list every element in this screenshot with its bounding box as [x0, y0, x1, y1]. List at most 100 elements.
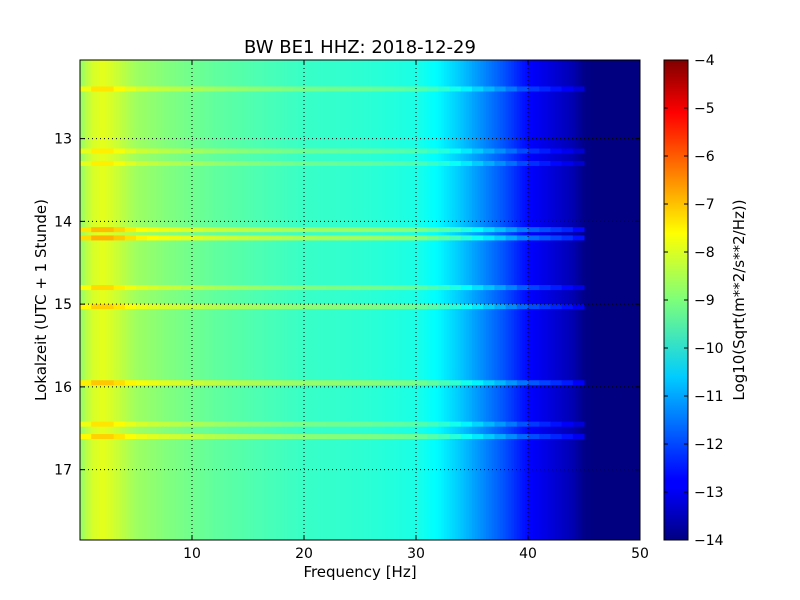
band-segment — [225, 86, 238, 92]
band-segment — [169, 235, 182, 241]
band-segment — [113, 304, 126, 310]
band-segment — [214, 148, 227, 154]
band-segment — [192, 434, 204, 440]
heatmap-column — [304, 60, 308, 540]
band-segment — [192, 227, 204, 233]
band-segment — [360, 235, 372, 241]
band-segment — [483, 380, 495, 386]
band-segment — [393, 148, 406, 154]
band-segment — [80, 421, 92, 427]
heatmap-column — [290, 60, 294, 540]
band-segment — [236, 304, 249, 310]
heatmap-column — [556, 60, 560, 540]
band-segment — [550, 235, 563, 241]
heatmap-column — [494, 60, 498, 540]
band-segment — [528, 285, 540, 291]
heatmap-column — [547, 60, 551, 540]
x-tick-label: 20 — [295, 546, 313, 562]
band-segment — [449, 148, 462, 154]
heatmap-column — [592, 60, 596, 540]
heatmap-column — [144, 60, 148, 540]
band-segment — [203, 86, 215, 92]
heatmap-column — [200, 60, 204, 540]
band-segment — [371, 235, 383, 241]
heatmap-column — [326, 60, 330, 540]
band-segment — [438, 304, 451, 310]
band-segment — [248, 148, 260, 154]
band-segment — [203, 285, 215, 291]
band-segment — [180, 434, 193, 440]
heatmap-column — [570, 60, 574, 540]
heatmap-column — [542, 60, 546, 540]
band-segment — [304, 86, 316, 92]
band-segment — [404, 304, 417, 310]
x-tick-label: 10 — [183, 546, 201, 562]
heatmap-column — [306, 60, 311, 540]
heatmap-column — [301, 60, 305, 540]
band-segment — [192, 235, 204, 241]
heatmap-column — [169, 60, 173, 540]
heatmap-column — [497, 60, 501, 540]
band-segment — [102, 86, 115, 92]
heatmap-column — [595, 60, 599, 540]
heatmap-column — [284, 60, 288, 540]
band-segment — [326, 148, 339, 154]
band-segment — [416, 421, 428, 427]
band-segment — [360, 434, 372, 440]
heatmap-column — [519, 60, 523, 540]
band-segment — [136, 86, 148, 92]
band-segment — [124, 380, 137, 386]
heatmap-column — [172, 60, 176, 540]
heatmap-column — [474, 60, 479, 540]
band-segment — [158, 285, 171, 291]
heatmap-column — [413, 60, 417, 540]
heatmap-column — [390, 60, 395, 540]
heatmap-column — [315, 60, 319, 540]
band-segment — [180, 235, 193, 241]
band-segment — [348, 227, 361, 233]
band-segment — [292, 285, 305, 291]
band-segment — [180, 285, 193, 291]
band-segment — [505, 304, 518, 310]
heatmap-column — [334, 60, 339, 540]
band-segment — [113, 421, 126, 427]
heatmap-column — [444, 60, 448, 540]
band-segment — [371, 304, 383, 310]
band-segment — [225, 285, 238, 291]
heatmap-column — [127, 60, 131, 540]
band-segment — [427, 434, 439, 440]
band-segment — [192, 148, 204, 154]
band-segment — [292, 304, 305, 310]
heatmap-column — [267, 60, 271, 540]
band-segment — [214, 86, 227, 92]
heatmap-column — [298, 60, 302, 540]
heatmap-column — [105, 60, 109, 540]
band-segment — [550, 227, 563, 233]
heatmap-column — [525, 60, 529, 540]
band-segment — [438, 434, 451, 440]
band-segment — [248, 304, 260, 310]
band-segment — [449, 227, 462, 233]
band-segment — [281, 235, 294, 241]
band-segment — [236, 235, 249, 241]
band-segment — [472, 434, 484, 440]
heatmap-column — [603, 60, 607, 540]
heatmap-column — [80, 60, 84, 540]
heatmap-column — [449, 60, 453, 540]
band-segment — [416, 235, 428, 241]
band-segment — [371, 148, 383, 154]
band-segment — [550, 434, 563, 440]
heatmap-column — [309, 60, 313, 540]
band-segment — [158, 380, 171, 386]
y-tick-label: 15 — [54, 297, 72, 313]
band-segment — [102, 160, 115, 166]
band-segment — [281, 160, 294, 166]
band-segment — [360, 148, 372, 154]
band-segment — [360, 86, 372, 92]
band-segment — [259, 235, 271, 241]
band-segment — [147, 148, 159, 154]
heatmap-column — [278, 60, 283, 540]
heatmap-column — [214, 60, 218, 540]
band-segment — [371, 86, 383, 92]
band-segment — [91, 86, 103, 92]
